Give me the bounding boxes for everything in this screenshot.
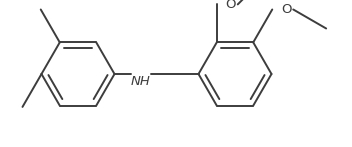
Text: O: O: [226, 0, 236, 11]
Text: O: O: [281, 3, 291, 16]
Text: NH: NH: [131, 75, 151, 87]
